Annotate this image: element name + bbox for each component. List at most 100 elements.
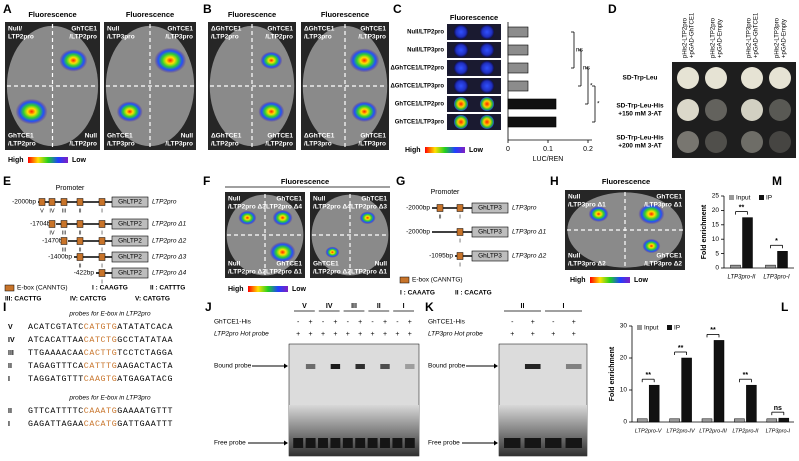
- lane-sign: +: [333, 319, 337, 326]
- colony: [769, 99, 791, 121]
- free-band: [318, 438, 328, 448]
- e-box: [399, 276, 410, 284]
- category-label: Null/LTP3pro: [407, 48, 444, 54]
- color-scale: [590, 277, 630, 283]
- label: /LTP3pro: [165, 141, 193, 148]
- probe-sequence: ACATCGTATCCATGTGATATATCACA: [28, 323, 173, 332]
- promoter-title: Promoter: [56, 185, 85, 192]
- column-header: +pGAD-Empty: [782, 19, 788, 58]
- lane-sign: +: [309, 331, 313, 338]
- label: Null: [107, 26, 119, 33]
- luminescence: [272, 209, 293, 226]
- gene-box: [111, 235, 149, 247]
- bound-band: [380, 364, 390, 369]
- heading: Fluorescence: [602, 177, 650, 186]
- probe-id: III: [351, 303, 357, 310]
- y-tick-label: 15: [712, 222, 720, 229]
- legend-swatch: [729, 195, 734, 200]
- bar: [766, 418, 778, 423]
- free-band: [342, 438, 353, 448]
- luminescence: [260, 51, 283, 70]
- y-tick-label: 20: [620, 355, 628, 362]
- construct-name: LTP2pro: [152, 199, 177, 206]
- gene-box: [471, 250, 509, 262]
- label: GhTCE1: [276, 261, 302, 268]
- lane-sign: +: [531, 319, 535, 326]
- lane-sign: +: [572, 319, 576, 326]
- lane-sign: +: [296, 331, 300, 338]
- label: GhTCE1: [167, 26, 193, 33]
- lane-sign: +: [371, 331, 375, 338]
- probe-sequence: TAGGATGTTTCAAGTGATGAGATACG: [28, 375, 173, 384]
- probe-id: V: [302, 303, 307, 310]
- lane-sign: -: [396, 319, 399, 326]
- heading: Fluorescence: [126, 10, 174, 19]
- label: /LTP2pro: [8, 141, 36, 148]
- e-box-code: IV: CATCTG: [70, 296, 106, 303]
- well: [480, 79, 494, 93]
- colony: [677, 131, 699, 153]
- x-tick-label: LTP3pro-I: [766, 428, 791, 434]
- label: GhTCE1: [267, 26, 293, 33]
- probe-id: I: [8, 421, 10, 428]
- lane-sign: +: [333, 331, 337, 338]
- panel-letter: K: [425, 300, 434, 314]
- bar: [507, 98, 557, 110]
- construct-name: LTP2pro Δ3: [152, 254, 187, 261]
- label: /LTP3pro Δ2: [644, 261, 682, 268]
- lane-sign: +: [408, 331, 412, 338]
- y-tick-label: 10: [712, 236, 720, 243]
- bound-band: [524, 364, 541, 369]
- label: ΔGhTCE1: [304, 133, 335, 140]
- legend-swatch: [667, 325, 672, 330]
- significance: *: [597, 101, 600, 108]
- significance: **: [645, 372, 651, 379]
- y-tick-label: 10: [620, 387, 628, 394]
- probe-sequence: TAGAGTTTCACATTTGAAGACTACTA: [28, 362, 173, 371]
- row-label: GhTCE1-His: [428, 319, 466, 326]
- construct-name: LTP3pro Δ1: [512, 229, 547, 236]
- category-label: Null/LTP2pro: [407, 30, 444, 36]
- e-box: [76, 237, 84, 245]
- construct-length: -2000bp: [406, 205, 430, 212]
- label: /LTP2pro: [69, 141, 97, 148]
- e-box: [60, 237, 68, 245]
- construct-name: LTP2pro Δ1: [152, 221, 187, 228]
- well: [480, 115, 494, 129]
- label: /LTP2pro Δ4: [313, 204, 351, 211]
- panel-letter: I: [3, 300, 6, 314]
- e-box-label: II: [78, 263, 82, 269]
- e-box: [48, 220, 56, 228]
- luminescence: [238, 210, 257, 225]
- x-tick-label: LTP2pro-III: [699, 428, 727, 434]
- row-label: SD-Trp-Leu: [622, 75, 657, 82]
- category-label: ΔGhTCE1/LTP2pro: [390, 66, 444, 72]
- bar: [701, 418, 713, 423]
- label: GhTCE1: [656, 194, 682, 201]
- e-box-label: III: [62, 208, 67, 214]
- lane-sign: -: [552, 319, 555, 326]
- scale-low: Low: [469, 147, 484, 154]
- scale-high: High: [405, 147, 421, 154]
- heading: Fluorescence: [28, 10, 76, 19]
- gene-label: GhLTP3: [478, 229, 502, 236]
- scale-high: High: [228, 286, 244, 293]
- arrow-head: [284, 363, 288, 369]
- construct-name: LTP2pro Δ2: [152, 238, 187, 245]
- label: ΔGhTCE1: [304, 26, 335, 33]
- e-box-label: IV: [49, 208, 55, 214]
- label: Null: [375, 261, 387, 268]
- gene-label: GhLTP2: [118, 238, 142, 245]
- bar: [507, 116, 557, 128]
- colony: [677, 99, 699, 121]
- bar: [713, 340, 725, 423]
- label: /LTP3pro: [107, 34, 135, 41]
- bar: [778, 417, 790, 423]
- free-band: [404, 438, 415, 448]
- significance: *: [775, 238, 778, 245]
- e-box-label: I: [459, 214, 461, 220]
- legend-label: Input: [644, 325, 659, 332]
- luminescence: [349, 48, 380, 73]
- lane-sign: -: [511, 319, 514, 326]
- probe-sequence: GAGATTAGAACACATGGATTGAATTT: [28, 420, 173, 429]
